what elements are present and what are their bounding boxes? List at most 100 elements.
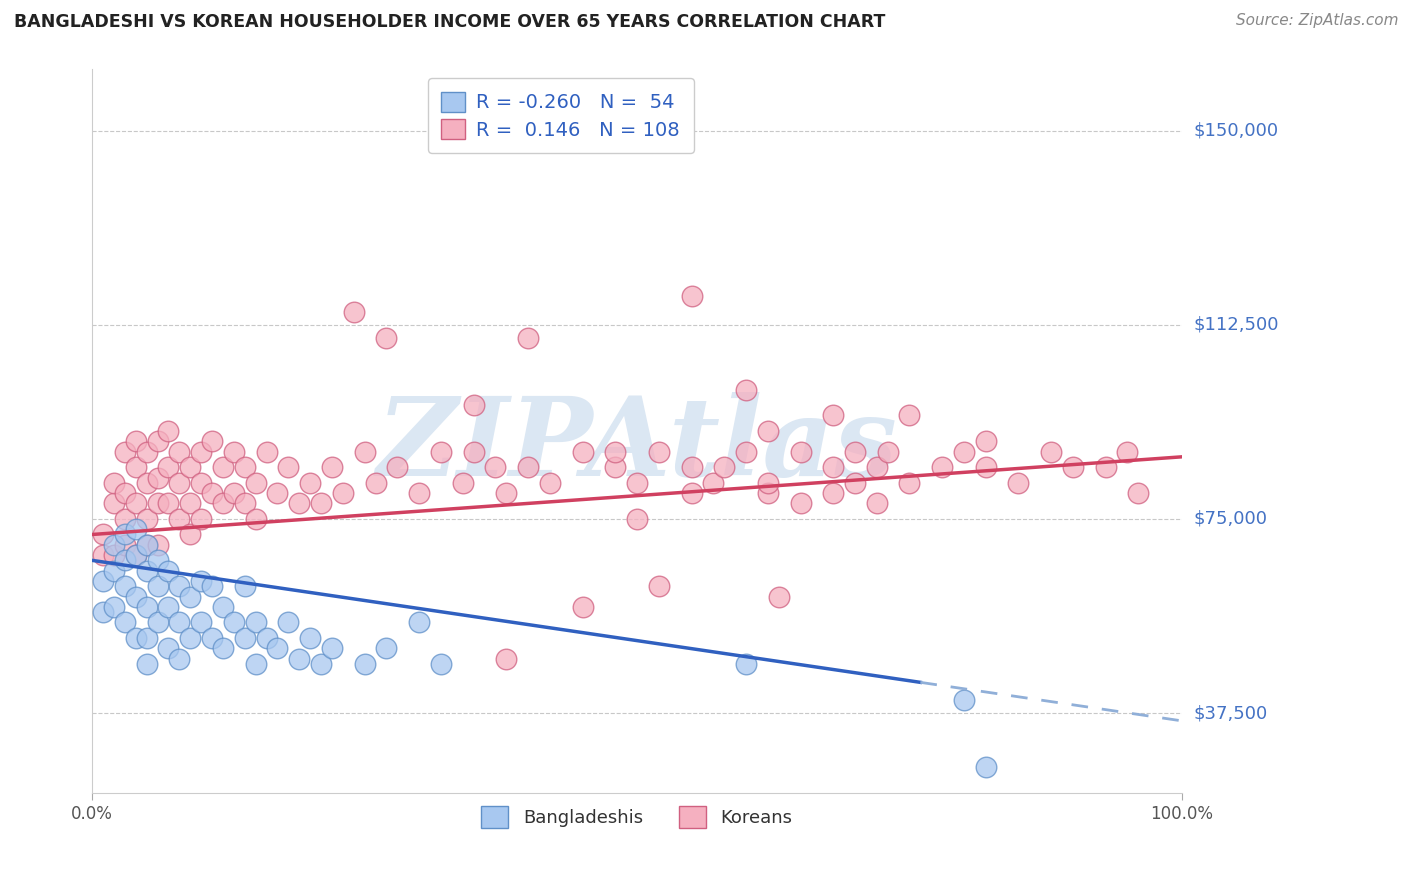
- Point: [321, 641, 343, 656]
- Point: [1116, 444, 1139, 458]
- Text: ZIPAtlas: ZIPAtlas: [377, 392, 897, 500]
- Point: [702, 475, 724, 490]
- Point: [222, 444, 245, 458]
- Point: [789, 496, 811, 510]
- Point: [190, 574, 212, 588]
- Point: [353, 657, 375, 671]
- Point: [245, 475, 267, 490]
- Point: [245, 615, 267, 630]
- Point: [125, 548, 148, 562]
- Point: [179, 631, 201, 645]
- Point: [146, 615, 169, 630]
- Point: [309, 496, 332, 510]
- Point: [157, 424, 180, 438]
- Point: [626, 512, 648, 526]
- Point: [1094, 460, 1116, 475]
- Point: [103, 538, 125, 552]
- Point: [1040, 444, 1063, 458]
- Point: [169, 615, 191, 630]
- Point: [408, 615, 430, 630]
- Point: [103, 475, 125, 490]
- Point: [135, 657, 157, 671]
- Point: [135, 475, 157, 490]
- Point: [169, 651, 191, 665]
- Point: [201, 631, 224, 645]
- Point: [277, 460, 299, 475]
- Point: [974, 434, 997, 449]
- Point: [974, 460, 997, 475]
- Point: [266, 486, 288, 500]
- Point: [201, 434, 224, 449]
- Point: [277, 615, 299, 630]
- Point: [245, 657, 267, 671]
- Point: [256, 444, 278, 458]
- Point: [233, 496, 256, 510]
- Point: [375, 641, 398, 656]
- Point: [463, 444, 485, 458]
- Point: [169, 475, 191, 490]
- Text: BANGLADESHI VS KOREAN HOUSEHOLDER INCOME OVER 65 YEARS CORRELATION CHART: BANGLADESHI VS KOREAN HOUSEHOLDER INCOME…: [14, 13, 886, 31]
- Point: [299, 475, 322, 490]
- Point: [605, 444, 627, 458]
- Point: [974, 760, 997, 774]
- Point: [135, 538, 157, 552]
- Point: [898, 409, 921, 423]
- Point: [125, 548, 148, 562]
- Point: [114, 615, 136, 630]
- Point: [375, 331, 398, 345]
- Point: [179, 496, 201, 510]
- Point: [146, 553, 169, 567]
- Point: [288, 651, 311, 665]
- Point: [222, 615, 245, 630]
- Point: [103, 564, 125, 578]
- Point: [212, 460, 235, 475]
- Point: [953, 444, 976, 458]
- Point: [179, 460, 201, 475]
- Point: [135, 512, 157, 526]
- Point: [169, 512, 191, 526]
- Point: [844, 444, 866, 458]
- Point: [114, 486, 136, 500]
- Point: [266, 641, 288, 656]
- Point: [114, 527, 136, 541]
- Point: [125, 460, 148, 475]
- Point: [222, 486, 245, 500]
- Point: [626, 475, 648, 490]
- Point: [212, 599, 235, 614]
- Point: [648, 444, 671, 458]
- Point: [299, 631, 322, 645]
- Point: [898, 475, 921, 490]
- Point: [681, 289, 703, 303]
- Point: [288, 496, 311, 510]
- Point: [135, 444, 157, 458]
- Point: [190, 475, 212, 490]
- Point: [953, 693, 976, 707]
- Point: [157, 564, 180, 578]
- Point: [233, 460, 256, 475]
- Point: [125, 496, 148, 510]
- Point: [212, 641, 235, 656]
- Point: [681, 486, 703, 500]
- Point: [681, 460, 703, 475]
- Point: [179, 527, 201, 541]
- Point: [430, 444, 453, 458]
- Point: [931, 460, 953, 475]
- Point: [756, 475, 779, 490]
- Point: [179, 590, 201, 604]
- Point: [157, 496, 180, 510]
- Point: [735, 383, 758, 397]
- Point: [866, 460, 889, 475]
- Point: [114, 444, 136, 458]
- Point: [245, 512, 267, 526]
- Point: [125, 631, 148, 645]
- Text: $75,000: $75,000: [1194, 510, 1267, 528]
- Point: [256, 631, 278, 645]
- Point: [146, 496, 169, 510]
- Point: [114, 512, 136, 526]
- Point: [135, 564, 157, 578]
- Point: [114, 538, 136, 552]
- Point: [309, 657, 332, 671]
- Point: [823, 409, 845, 423]
- Point: [735, 657, 758, 671]
- Point: [169, 579, 191, 593]
